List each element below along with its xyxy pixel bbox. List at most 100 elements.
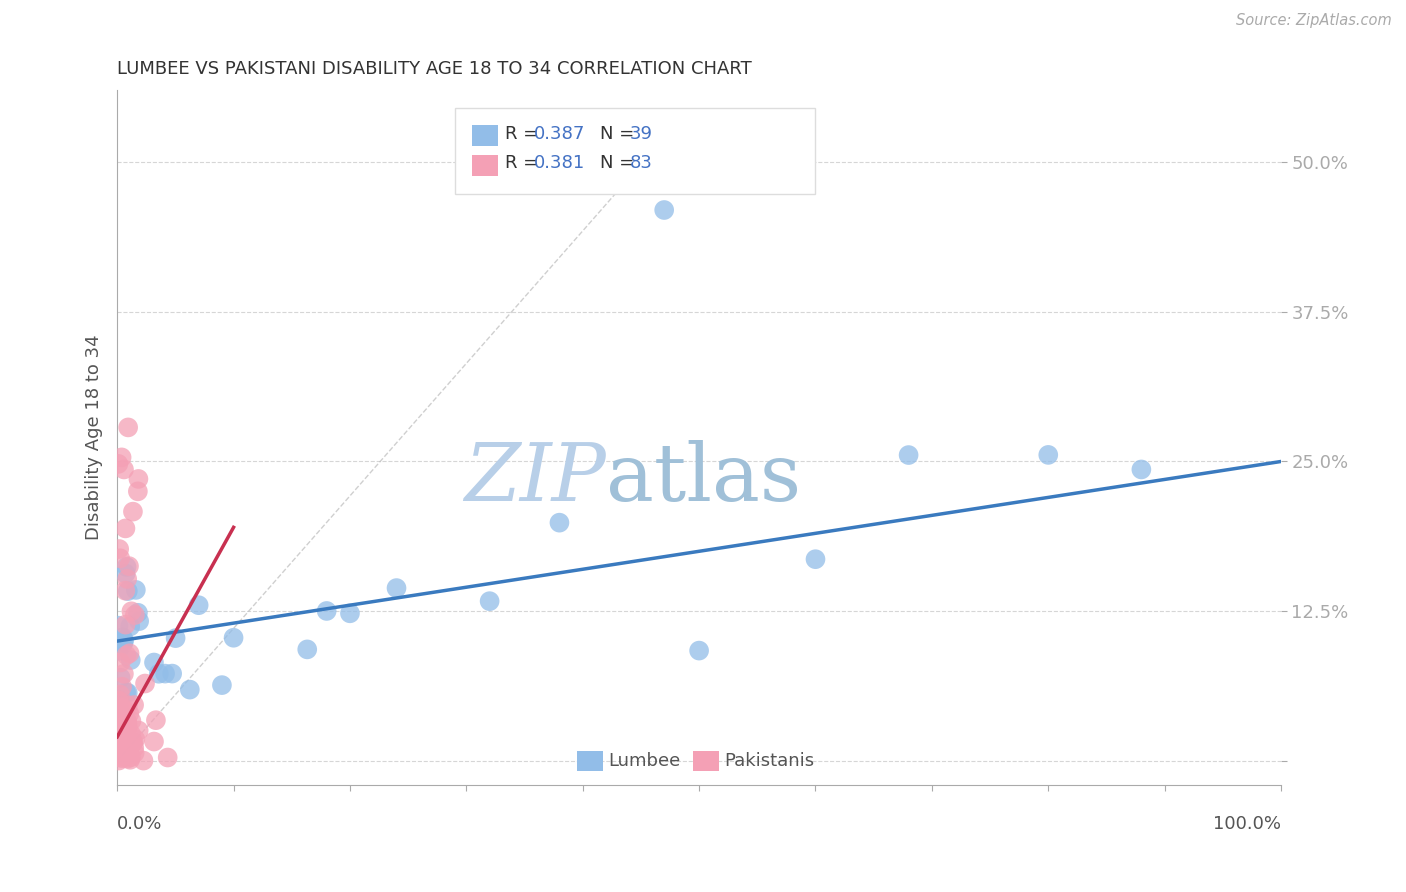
FancyBboxPatch shape: [472, 125, 498, 145]
Point: [108, 739, 131, 754]
Point: [114, 718, 136, 732]
Point: [148, 666, 170, 681]
Point: [108, 750, 131, 764]
Text: N =: N =: [600, 125, 640, 143]
Point: [187, 598, 209, 612]
Point: [122, 735, 145, 749]
Point: [1038, 448, 1060, 462]
Point: [114, 711, 136, 725]
Point: [117, 751, 139, 765]
Text: 0.0%: 0.0%: [117, 814, 163, 833]
Point: [128, 723, 150, 738]
Point: [127, 606, 149, 620]
Point: [120, 653, 142, 667]
Point: [108, 688, 131, 702]
Point: [120, 738, 142, 752]
Point: [117, 686, 139, 700]
Point: [108, 754, 131, 768]
Point: [112, 721, 135, 735]
Text: Source: ZipAtlas.com: Source: ZipAtlas.com: [1236, 13, 1392, 29]
Point: [114, 583, 136, 598]
Point: [115, 648, 138, 663]
Point: [114, 728, 136, 742]
Point: [111, 680, 134, 694]
Point: [111, 637, 134, 651]
Point: [804, 552, 827, 566]
Point: [118, 646, 141, 660]
Point: [117, 698, 139, 712]
Point: [120, 737, 142, 751]
Point: [127, 472, 149, 486]
Point: [112, 744, 135, 758]
Point: [112, 462, 135, 476]
Text: Pakistanis: Pakistanis: [724, 752, 815, 770]
Point: [117, 714, 139, 729]
Point: [114, 746, 136, 760]
Point: [124, 746, 146, 760]
Point: [112, 701, 135, 715]
Text: 0.381: 0.381: [534, 154, 585, 172]
Point: [112, 706, 135, 721]
Point: [134, 676, 156, 690]
Point: [120, 727, 142, 741]
Point: [145, 713, 167, 727]
Point: [117, 420, 139, 434]
Point: [114, 566, 136, 581]
Point: [120, 619, 142, 633]
Point: [122, 740, 145, 755]
Point: [385, 581, 408, 595]
Point: [115, 739, 138, 754]
Point: [115, 685, 138, 699]
Point: [117, 720, 139, 734]
Text: 39: 39: [630, 125, 652, 143]
Point: [110, 740, 132, 755]
Point: [120, 750, 142, 764]
FancyBboxPatch shape: [693, 751, 718, 771]
Point: [124, 608, 146, 623]
Point: [111, 734, 134, 748]
Point: [114, 617, 136, 632]
Point: [112, 739, 135, 753]
Text: R =: R =: [505, 125, 544, 143]
Point: [114, 705, 136, 719]
FancyBboxPatch shape: [454, 108, 815, 194]
Text: ZIP: ZIP: [464, 441, 606, 518]
Point: [127, 484, 149, 499]
Y-axis label: Disability Age 18 to 34: Disability Age 18 to 34: [86, 334, 103, 541]
Point: [107, 644, 129, 658]
Point: [548, 516, 571, 530]
Point: [122, 505, 145, 519]
Point: [132, 754, 155, 768]
Point: [652, 202, 675, 217]
Point: [117, 584, 139, 599]
Point: [111, 630, 134, 644]
Point: [297, 642, 319, 657]
Point: [120, 753, 142, 767]
Text: LUMBEE VS PAKISTANI DISABILITY AGE 18 TO 34 CORRELATION CHART: LUMBEE VS PAKISTANI DISABILITY AGE 18 TO…: [117, 60, 752, 78]
Point: [122, 698, 145, 712]
FancyBboxPatch shape: [472, 155, 498, 176]
Text: N =: N =: [600, 154, 640, 172]
Point: [124, 732, 146, 747]
Point: [107, 457, 129, 471]
Point: [112, 715, 135, 730]
Point: [114, 521, 136, 535]
Point: [115, 560, 138, 574]
Point: [897, 448, 920, 462]
Point: [160, 666, 183, 681]
Point: [115, 739, 138, 754]
FancyBboxPatch shape: [576, 751, 603, 771]
Text: atlas: atlas: [606, 441, 801, 518]
Point: [114, 714, 136, 728]
Point: [107, 738, 129, 752]
Point: [107, 745, 129, 759]
Point: [107, 712, 129, 726]
Point: [128, 614, 150, 628]
Text: 83: 83: [630, 154, 652, 172]
Point: [107, 693, 129, 707]
Text: Lumbee: Lumbee: [609, 752, 681, 770]
Point: [108, 709, 131, 723]
Point: [110, 747, 132, 762]
Point: [115, 714, 138, 728]
Point: [1130, 462, 1153, 476]
